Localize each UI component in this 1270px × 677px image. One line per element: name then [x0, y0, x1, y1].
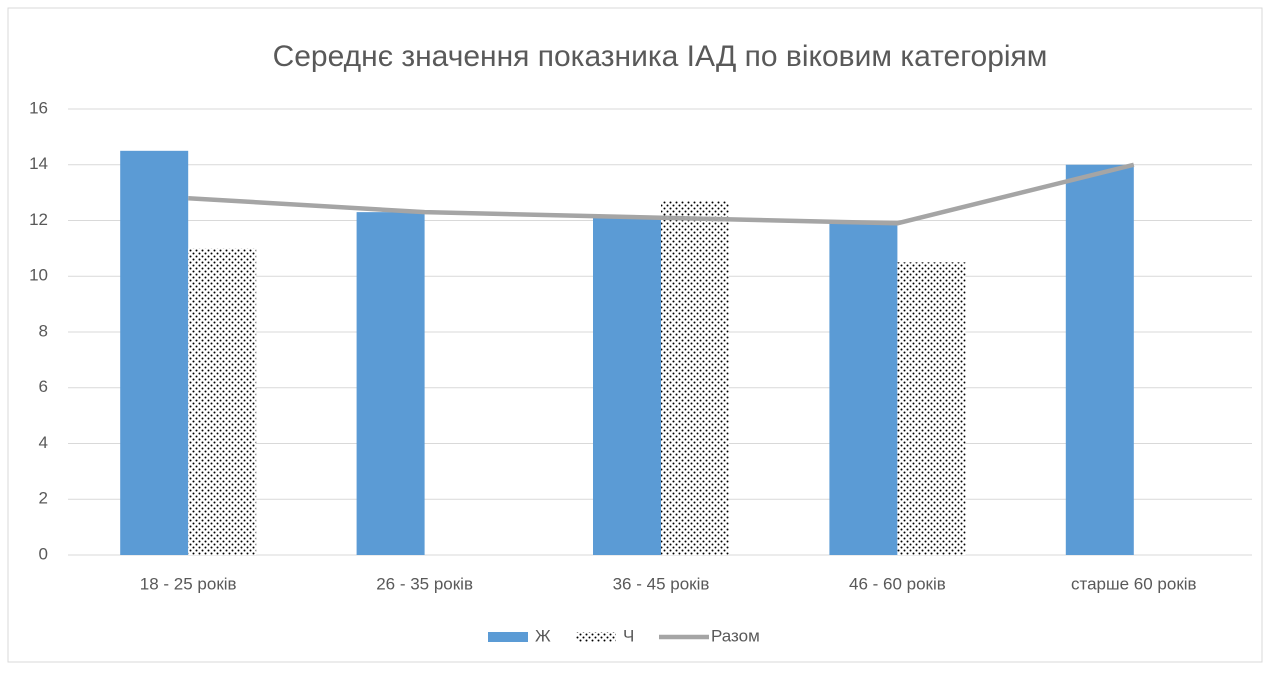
bar	[1065, 164, 1134, 555]
line	[188, 162, 1135, 226]
y-tick-label: 4	[39, 433, 48, 452]
y-tick-label: 16	[29, 98, 48, 117]
legend-swatch	[576, 632, 616, 642]
bar	[356, 212, 425, 555]
legend-label: Ж	[535, 626, 551, 645]
chart-title: Середнє значення показника ІАД по вікови…	[273, 40, 1048, 73]
legend-swatch	[488, 632, 528, 642]
legend-label: Ч	[623, 626, 634, 645]
y-tick-label: 12	[29, 210, 48, 229]
bar	[897, 262, 966, 555]
bar	[188, 248, 257, 555]
bar	[120, 150, 189, 555]
x-tick-label: 46 - 60 років	[849, 574, 946, 593]
legend-label: Разом	[711, 626, 760, 645]
bar	[661, 200, 729, 556]
y-tick-label: 10	[29, 266, 48, 285]
y-tick-label: 0	[39, 544, 48, 563]
bar	[593, 217, 661, 555]
x-tick-label: 26 - 35 років	[376, 574, 473, 593]
bar	[829, 223, 898, 555]
y-tick-label: 14	[29, 154, 48, 173]
x-tick-label: 36 - 45 років	[613, 574, 710, 593]
y-tick-label: 2	[39, 489, 48, 508]
x-tick-label: старше 60 років	[1071, 574, 1197, 593]
y-tick-label: 8	[39, 321, 48, 340]
y-tick-label: 6	[39, 377, 48, 396]
x-tick-label: 18 - 25 років	[140, 574, 237, 593]
